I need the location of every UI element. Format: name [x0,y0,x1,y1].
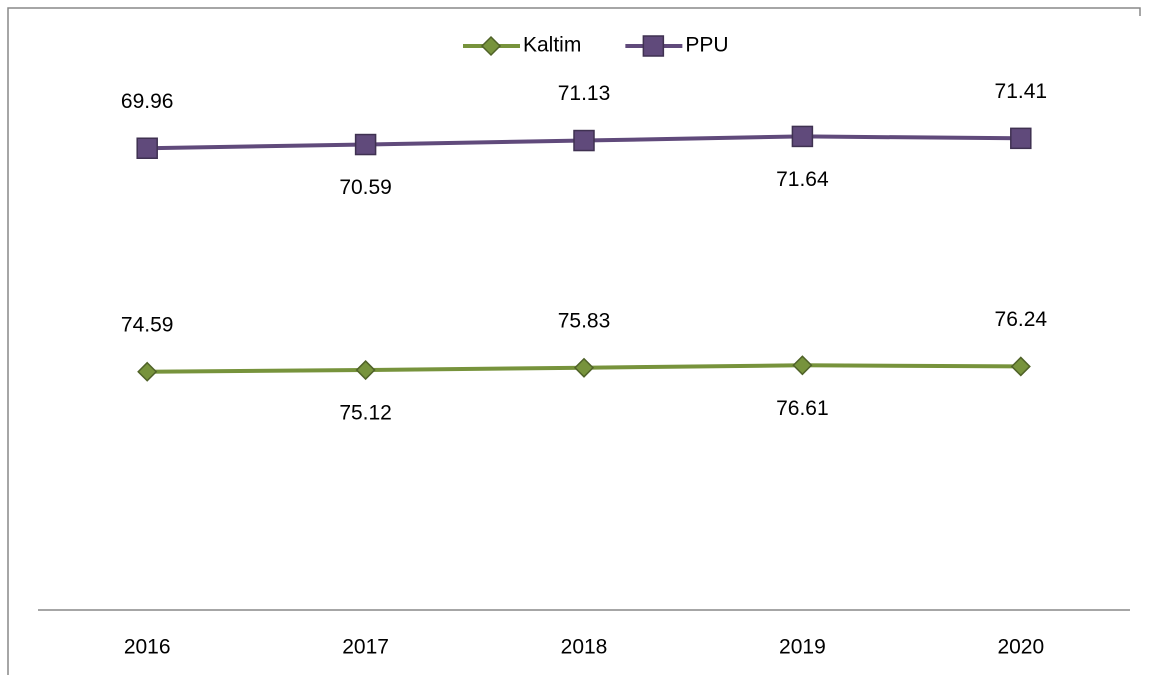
data-label: 69.96 [121,90,174,113]
marker [136,137,158,159]
marker [480,35,502,57]
marker [642,35,665,57]
x-tick-label: 2017 [342,636,389,659]
x-tick-label: 2019 [779,636,826,659]
x-tick-label: 2018 [561,636,608,659]
data-label: 76.24 [995,308,1048,331]
legend-label: Kaltim [523,34,581,57]
marker [791,125,814,148]
data-label: 70.59 [339,176,392,199]
marker [137,361,158,382]
chart-frame [7,7,1141,675]
data-label: 75.83 [558,309,611,332]
marker [1010,356,1031,377]
data-label: 76.61 [776,397,829,420]
data-label: 75.12 [339,402,392,425]
marker [1010,127,1032,150]
marker [792,355,813,376]
x-tick-label: 2016 [124,636,171,659]
data-label: 71.64 [776,168,829,191]
marker [354,133,377,156]
marker [573,357,595,378]
marker [355,359,376,381]
data-label: 71.13 [558,82,611,105]
legend-label: PPU [685,34,728,57]
data-label: 74.59 [121,313,174,336]
data-label: 71.41 [995,80,1048,103]
x-tick-label: 2020 [997,636,1044,659]
marker [573,129,595,152]
